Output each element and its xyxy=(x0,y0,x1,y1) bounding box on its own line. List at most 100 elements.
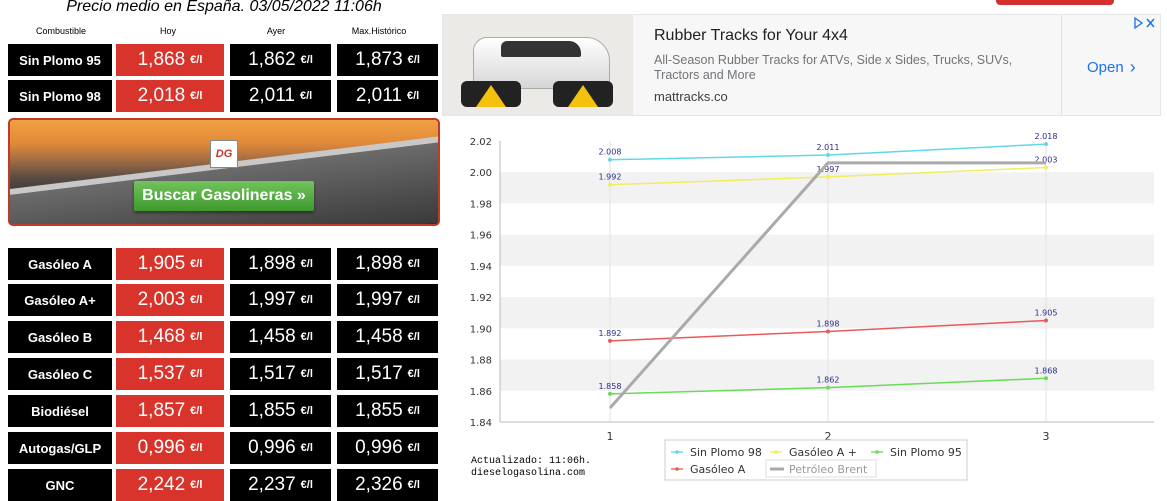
price-max-value: 0,996 xyxy=(355,437,403,458)
price-max-value: 2,326 xyxy=(355,474,403,495)
y-tick-label: 1.96 xyxy=(470,231,492,242)
legend-marker xyxy=(675,450,679,454)
price-max: 2,011 €/l xyxy=(337,80,438,112)
price-row: Sin Plomo 95 1,868 €/l 1,862 €/l 1,873 €/l xyxy=(8,44,438,76)
unit-label: €/l xyxy=(190,368,203,380)
price-row: Biodiésel 1,857 €/l 1,855 €/l 1,855 €/l xyxy=(8,395,438,427)
price-max: 0,996 €/l xyxy=(337,432,438,464)
price-max: 1,458 €/l xyxy=(337,321,438,353)
data-point xyxy=(826,329,830,334)
data-point xyxy=(608,182,612,187)
fuel-name: Sin Plomo 98 xyxy=(8,80,112,112)
unit-label: €/l xyxy=(300,405,313,417)
unit-label: €/l xyxy=(190,442,203,454)
search-stations-button[interactable]: Buscar Gasolineras » xyxy=(134,181,314,211)
data-point xyxy=(1044,165,1048,170)
data-point xyxy=(1044,376,1048,381)
y-tick-label: 1.94 xyxy=(470,262,492,273)
fuel-name-value: Sin Plomo 95 xyxy=(19,52,101,68)
legend-label: Gasóleo A xyxy=(690,463,746,476)
fuel-name: Biodiésel xyxy=(8,395,112,427)
price-today-value: 1,868 xyxy=(137,49,186,70)
price-yesterday: 2,011 €/l xyxy=(230,80,331,112)
fuel-name: Gasóleo A xyxy=(8,248,112,280)
series-line xyxy=(608,161,1046,409)
price-today-value: 1,468 xyxy=(137,326,186,347)
fuel-name-value: Gasóleo A xyxy=(28,256,92,272)
ad-open-button[interactable]: Open › xyxy=(1087,57,1136,78)
ad-banner[interactable]: Rubber Tracks for Your 4x4 All-Season Ru… xyxy=(442,14,1161,116)
legend-marker xyxy=(774,450,778,454)
ad-domain[interactable]: mattracks.co xyxy=(654,89,728,104)
y-tick-label: 1.84 xyxy=(470,418,492,429)
price-yesterday-value: 1,517 xyxy=(248,363,296,384)
unit-label: €/l xyxy=(190,405,203,417)
unit-label: €/l xyxy=(407,294,420,306)
price-today: 0,996 €/l xyxy=(116,432,224,464)
price-today-value: 0,996 xyxy=(137,437,186,458)
data-label: 1.862 xyxy=(817,376,840,385)
price-max: 1,898 €/l xyxy=(337,248,438,280)
unit-label: €/l xyxy=(300,442,313,454)
fuel-name-value: Biodiésel xyxy=(31,403,89,419)
data-label: 2.008 xyxy=(599,148,622,157)
price-yesterday-value: 1,458 xyxy=(248,326,296,347)
price-today-value: 2,003 xyxy=(137,289,186,310)
fuel-name-value: Gasóleo C xyxy=(27,366,93,382)
header-combustible: Combustible xyxy=(35,26,87,36)
data-point xyxy=(1044,142,1048,147)
unit-label: €/l xyxy=(190,258,203,270)
price-today: 1,857 €/l xyxy=(116,395,224,427)
price-yesterday-value: 1,997 xyxy=(248,289,296,310)
price-chart: 1.84 1.86 1.88 1.90 1.92 1.94 1.96 1.98 2.00 2.02… xyxy=(470,132,1154,481)
site-logo-icon: DG xyxy=(210,140,238,168)
header-max-historico: Max.Histórico xyxy=(351,26,407,36)
unit-label: €/l xyxy=(299,90,313,102)
unit-label: €/l xyxy=(190,54,203,66)
price-today-value: 1,905 xyxy=(137,253,186,274)
unit-label: €/l xyxy=(300,294,313,306)
fuel-name: GNC xyxy=(8,469,112,501)
search-stations-banner[interactable]: DG Buscar Gasolineras » xyxy=(8,118,440,226)
price-max: 1,855 €/l xyxy=(337,395,438,427)
track-frame-left xyxy=(476,85,506,107)
price-max: 2,326 €/l xyxy=(337,469,438,501)
top-red-button[interactable] xyxy=(996,0,1114,5)
price-today: 1,468 €/l xyxy=(116,321,224,353)
data-label: 1.868 xyxy=(1035,366,1058,375)
site-url: dieselogasolina.com xyxy=(471,468,586,479)
data-label: 1.992 xyxy=(599,173,622,182)
fuel-name-value: Gasóleo A+ xyxy=(24,292,96,308)
price-today-value: 1,857 xyxy=(137,400,186,421)
page-title: Precio medio en España. 03/05/2022 11:06… xyxy=(66,0,382,15)
price-today: 2,018 €/l xyxy=(116,80,224,112)
price-max: 1,997 €/l xyxy=(337,284,438,316)
data-label: 1.997 xyxy=(817,165,840,174)
unit-label: €/l xyxy=(190,90,203,102)
data-point xyxy=(608,391,612,396)
table-header: Combustible Hoy Ayer Max.Histórico xyxy=(8,22,440,40)
y-tick-label: 1.92 xyxy=(470,293,492,304)
unit-label: €/l xyxy=(406,90,420,102)
grid-band xyxy=(500,297,1154,329)
track-frame-right xyxy=(568,85,598,107)
price-yesterday: 1,458 €/l xyxy=(230,321,331,353)
chevron-right-icon: › xyxy=(1129,57,1136,77)
x-tick-label: 1 xyxy=(607,430,614,443)
price-today-value: 1,537 xyxy=(137,363,186,384)
ad-car-image[interactable] xyxy=(443,15,633,115)
price-yesterday: 0,996 €/l xyxy=(230,432,331,464)
price-max-value: 1,855 xyxy=(355,400,403,421)
price-max-value: 1,898 xyxy=(355,253,403,274)
fuel-name: Gasóleo B xyxy=(8,321,112,353)
price-max-value: 1,517 xyxy=(355,363,403,384)
unit-label: €/l xyxy=(300,54,313,66)
data-point xyxy=(608,338,612,343)
grid-band xyxy=(500,359,1154,391)
y-tick-label: 2.00 xyxy=(470,168,492,179)
unit-label: €/l xyxy=(190,331,203,343)
x-tick-label: 2 xyxy=(825,430,832,443)
fuel-name-value: Gasóleo B xyxy=(27,329,93,345)
ad-choices-icon[interactable] xyxy=(1134,16,1156,32)
ad-title[interactable]: Rubber Tracks for Your 4x4 xyxy=(654,27,848,44)
